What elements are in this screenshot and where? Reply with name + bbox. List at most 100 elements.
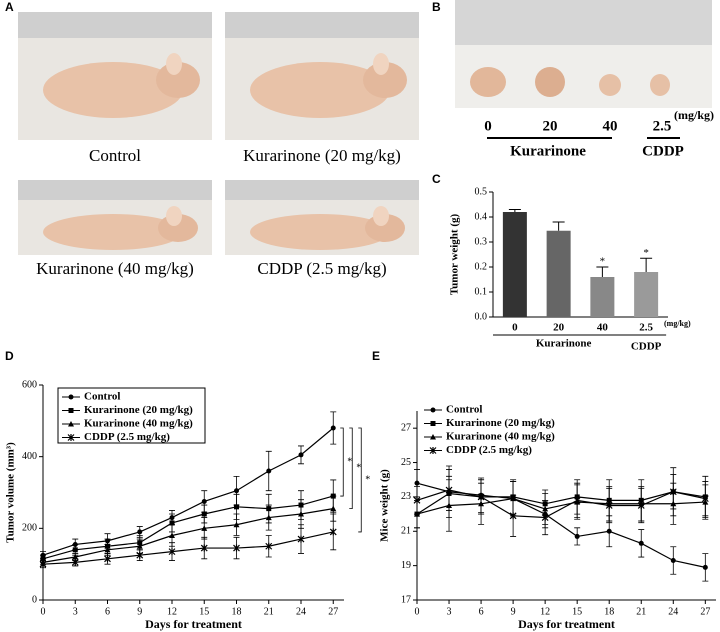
significance: * — [347, 456, 352, 467]
unit-label: (mg/kg) — [674, 108, 714, 122]
y-axis-title: Mice weight (g) — [379, 469, 391, 542]
x-tick-label: 6 — [479, 606, 484, 617]
marker — [702, 564, 708, 570]
y-tick-label: 0.2 — [475, 261, 488, 272]
photo-panel-a — [18, 12, 419, 255]
panel-label: D — [5, 349, 14, 363]
dose-label: 0 — [484, 118, 492, 134]
unit-label: (mg/kg) — [664, 319, 691, 328]
legend-marker — [430, 434, 436, 440]
marker — [234, 504, 239, 510]
y-tick-label: 0 — [32, 594, 37, 605]
group-label: CDDP — [631, 341, 662, 353]
x-tick-label: 15 — [572, 606, 582, 617]
x-tick-label: 9 — [511, 606, 516, 617]
legend-marker — [68, 408, 74, 413]
legend-label: CDDP (2.5 mg/kg) — [84, 431, 170, 443]
line — [416, 498, 706, 515]
group-label: Kurarinone — [536, 338, 592, 350]
x-tick-label: 21 — [636, 606, 646, 617]
x-tick-label: 3 — [447, 606, 452, 617]
marker — [445, 486, 453, 494]
marker — [104, 546, 111, 553]
y-tick-label: 21 — [401, 526, 411, 537]
y-tick-label: 600 — [22, 379, 37, 390]
panel-label: A — [5, 0, 14, 14]
photo-caption: Kurarinone (20 mg/kg) — [243, 146, 401, 165]
y-tick-label: 0.1 — [475, 286, 488, 297]
marker — [509, 512, 517, 520]
marker — [606, 528, 612, 534]
panel-label: C — [432, 172, 441, 186]
y-axis-title: Tumor weight (g) — [449, 214, 461, 296]
marker — [201, 525, 208, 531]
marker — [201, 498, 207, 504]
group-label: Kurarinone — [510, 143, 586, 159]
marker — [413, 496, 421, 504]
marker — [638, 540, 644, 546]
legend-marker — [67, 434, 75, 441]
x-tick-label: 9 — [137, 606, 142, 617]
marker — [637, 502, 645, 509]
x-tick-label: 20 — [553, 322, 565, 334]
line — [42, 508, 334, 563]
legend-marker — [430, 421, 436, 426]
legend-label: Kurarinone (20 mg/kg) — [84, 404, 193, 416]
y-tick-label: 0.4 — [475, 211, 488, 222]
x-tick-label: 6 — [105, 606, 110, 617]
y-tick-label: 200 — [22, 523, 37, 534]
marker — [266, 468, 272, 474]
group-label: CDDP — [642, 143, 684, 159]
bar — [546, 230, 571, 317]
significance: * — [600, 256, 606, 268]
marker — [169, 520, 175, 526]
line — [42, 495, 334, 560]
x-tick-label: 3 — [73, 606, 78, 617]
marker — [701, 495, 709, 503]
x-tick-label: 0 — [415, 606, 420, 617]
x-tick-label: 12 — [167, 606, 177, 617]
y-tick-label: 0.3 — [475, 236, 488, 247]
marker — [265, 542, 273, 550]
y-tick-label: 0.5 — [475, 186, 488, 197]
marker — [201, 511, 207, 517]
y-tick-label: 27 — [401, 422, 411, 433]
bracket — [340, 427, 344, 497]
marker — [605, 502, 613, 509]
marker — [297, 535, 305, 543]
marker — [573, 496, 581, 504]
x-tick-label: 27 — [700, 606, 710, 617]
legend-label: Control — [84, 391, 120, 403]
marker — [298, 511, 304, 517]
y-axis-title: Tumor volume (mm³) — [5, 442, 17, 543]
line — [416, 482, 706, 568]
line — [416, 489, 706, 519]
significance: * — [365, 474, 370, 485]
x-tick-label: 40 — [597, 322, 609, 334]
x-tick-label: 2.5 — [639, 322, 653, 334]
dose-label: 2.5 — [653, 118, 672, 134]
significance: * — [643, 247, 649, 259]
x-axis-title: Days for treatment — [145, 617, 242, 631]
legend-box — [57, 387, 206, 444]
marker — [169, 532, 175, 538]
marker — [541, 514, 549, 522]
y-tick-label: 19 — [401, 560, 411, 571]
marker — [137, 529, 143, 535]
marker — [329, 528, 337, 536]
bracket — [358, 427, 362, 533]
photo-panel-b — [455, 0, 712, 108]
marker — [136, 551, 144, 559]
x-tick-label: 24 — [668, 606, 678, 617]
marker — [477, 493, 485, 501]
marker — [39, 560, 47, 568]
marker — [330, 505, 337, 512]
panel-label: E — [372, 349, 380, 363]
y-tick-label: 400 — [22, 451, 37, 462]
bar — [634, 272, 659, 317]
marker — [670, 557, 676, 563]
x-tick-label: 27 — [328, 606, 338, 617]
y-tick-label: 23 — [401, 491, 411, 502]
x-tick-label: 0 — [41, 606, 46, 617]
